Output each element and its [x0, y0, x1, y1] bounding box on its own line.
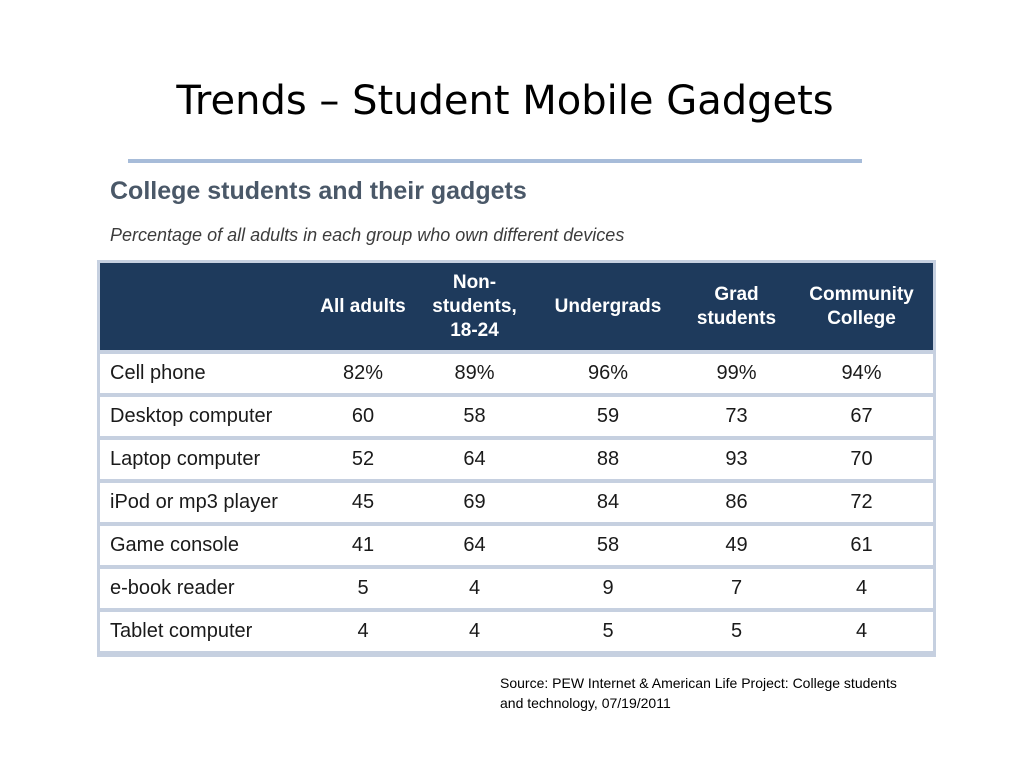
gadgets-table-frame: All adults Non-students, 18-24 Undergrads G…: [97, 260, 936, 657]
column-header: All adults: [310, 263, 416, 350]
figure-title: College students and their gadgets: [110, 177, 527, 205]
table-cell: 41: [310, 526, 416, 565]
table-cell: 58: [533, 526, 683, 565]
table-cell: 96%: [533, 354, 683, 393]
table-cell: 72: [790, 483, 933, 522]
table-cell: 4: [310, 612, 416, 651]
table-cell: 4: [790, 569, 933, 608]
table-cell: 58: [416, 397, 533, 436]
column-header: Community College: [790, 263, 933, 350]
table-row: e-book reader 5 4 9 7 4: [100, 569, 933, 608]
row-label: Desktop computer: [100, 397, 310, 436]
table-cell: 94%: [790, 354, 933, 393]
table-cell: 7: [683, 569, 790, 608]
gadgets-table: All adults Non-students, 18-24 Undergrads G…: [100, 259, 933, 655]
table-cell: 88: [533, 440, 683, 479]
table-cell: 82%: [310, 354, 416, 393]
column-header: Non-students, 18-24: [416, 263, 533, 350]
title-divider: [128, 159, 862, 163]
table-cell: 5: [683, 612, 790, 651]
table-cell: 9: [533, 569, 683, 608]
table-cell: 4: [416, 612, 533, 651]
row-label: e-book reader: [100, 569, 310, 608]
source-citation: Source: PEW Internet & American Life Pro…: [500, 675, 897, 711]
table-cell: 73: [683, 397, 790, 436]
table-cell: 70: [790, 440, 933, 479]
table-cell: 45: [310, 483, 416, 522]
figure-subtitle: Percentage of all adults in each group w…: [110, 225, 625, 245]
table-cell: 4: [790, 612, 933, 651]
table-cell: 49: [683, 526, 790, 565]
row-label: iPod or mp3 player: [100, 483, 310, 522]
table-cell: 89%: [416, 354, 533, 393]
table-row: iPod or mp3 player 45 69 84 86 72: [100, 483, 933, 522]
table-header-row: All adults Non-students, 18-24 Undergrads G…: [100, 263, 933, 350]
table-row: Tablet computer 4 4 5 5 4: [100, 612, 933, 651]
table-cell: 64: [416, 440, 533, 479]
table-cell: 61: [790, 526, 933, 565]
column-header: Undergrads: [533, 263, 683, 350]
table-cell: 93: [683, 440, 790, 479]
table-cell: 59: [533, 397, 683, 436]
slide-title: Trends – Student Mobile Gadgets: [176, 78, 834, 124]
row-label: Cell phone: [100, 354, 310, 393]
table-cell: 5: [533, 612, 683, 651]
table-cell: 64: [416, 526, 533, 565]
row-label: Laptop computer: [100, 440, 310, 479]
table-row: Cell phone 82% 89% 96% 99% 94%: [100, 354, 933, 393]
table-cell: 84: [533, 483, 683, 522]
table-cell: 69: [416, 483, 533, 522]
table-cell: 5: [310, 569, 416, 608]
table-row: Desktop computer 60 58 59 73 67: [100, 397, 933, 436]
table-body: Cell phone 82% 89% 96% 99% 94% Desktop compute…: [100, 354, 933, 651]
row-label: Game console: [100, 526, 310, 565]
table-cell: 60: [310, 397, 416, 436]
table-row: Laptop computer 52 64 88 93 70: [100, 440, 933, 479]
table-row: Game console 41 64 58 49 61: [100, 526, 933, 565]
header-corner: [100, 263, 310, 350]
table-cell: 86: [683, 483, 790, 522]
table-cell: 67: [790, 397, 933, 436]
table-cell: 99%: [683, 354, 790, 393]
table-cell: 52: [310, 440, 416, 479]
table-cell: 4: [416, 569, 533, 608]
row-label: Tablet computer: [100, 612, 310, 651]
column-header: Grad students: [683, 263, 790, 350]
